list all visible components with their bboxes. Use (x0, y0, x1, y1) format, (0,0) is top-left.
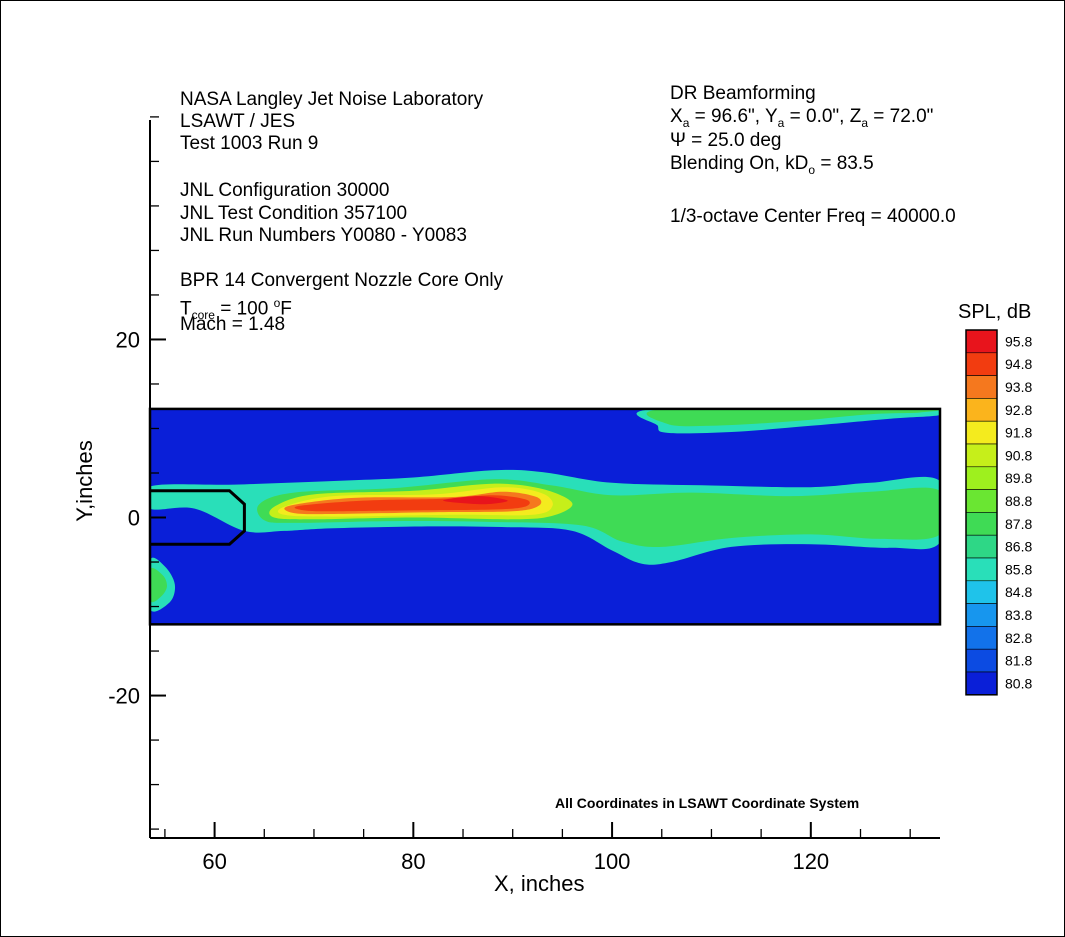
legend-swatch (965, 352, 998, 376)
center-frequency: 1/3-octave Center Freq = 40000.0 (670, 206, 956, 227)
xa-subscript: a (682, 115, 690, 130)
za-symbol: Z (849, 106, 862, 127)
blending-value: = 83.5 (815, 153, 874, 174)
tcore-subscript: core (191, 308, 215, 323)
nozzle-outline (150, 489, 246, 546)
legend-level-label: 92.8 (1005, 402, 1032, 418)
legend-level-label: 81.8 (1005, 653, 1032, 669)
test-run: Test 1003 Run 9 (180, 133, 319, 154)
core-temperature: Tcore = 100 oF (180, 292, 292, 326)
legend-level-label: 80.8 (1005, 675, 1032, 691)
ya-value: = 0.0", (784, 106, 850, 127)
lab-name: NASA Langley Jet Noise Laboratory (180, 89, 484, 110)
ya-symbol: Y (764, 106, 778, 127)
legend-level-label: 90.8 (1005, 447, 1032, 463)
legend-swatch (965, 534, 998, 559)
legend-swatch (965, 489, 998, 513)
legend-border (965, 329, 998, 696)
legend-swatch (965, 580, 998, 604)
tcore-value: = 100 (214, 298, 274, 320)
tcore-degree: o (273, 296, 281, 310)
legend-level-label: 83.8 (1005, 607, 1032, 623)
legend-level-label: 82.8 (1005, 630, 1032, 646)
y-tick-label: 0 (128, 506, 140, 531)
contour-hot-spot (443, 496, 508, 505)
legend-swatch (965, 398, 998, 422)
legend-level-label: 88.8 (1005, 493, 1032, 509)
coordinate-note: All Coordinates in LSAWT Coordinate Syst… (555, 795, 860, 811)
blending-subscript: o (808, 162, 816, 177)
legend-level-label: 84.8 (1005, 584, 1032, 600)
legend-swatch (965, 329, 998, 354)
legend-swatch (965, 648, 998, 673)
legend-swatch (965, 375, 998, 399)
y-tick-label: 20 (116, 327, 140, 352)
facility-name: LSAWT / JES (180, 111, 296, 132)
legend-swatch (965, 603, 998, 627)
za-value: = 72.0" (868, 106, 934, 127)
legend-swatch (965, 557, 998, 582)
legend-title: SPL, dB (958, 301, 1032, 323)
legend-level-label: 89.8 (1005, 470, 1032, 486)
axes: 60 80 100 120 -20 0 20 (108, 116, 940, 874)
legend-level-label: 87.8 (1005, 516, 1032, 532)
x-axis-label: X, inches (494, 871, 585, 896)
tcore-unit: F (280, 298, 292, 320)
x-tick-label: 60 (202, 849, 226, 874)
y-axis-label: Y,inches (71, 440, 97, 522)
contour-upper-right-green (646, 408, 940, 427)
legend-level-label: 94.8 (1005, 356, 1032, 372)
za-subscript: a (861, 115, 869, 130)
blending-info: Blending On, kDo = 83.5 (670, 153, 874, 181)
legend-swatch (965, 466, 998, 490)
mach-number: Mach = 1.48 (180, 314, 286, 335)
legend-swatch (965, 626, 998, 650)
legend-swatch (965, 420, 998, 445)
x-tick-label: 120 (792, 849, 829, 874)
jnl-configuration: JNL Configuration 30000 (180, 180, 390, 201)
legend-swatch (965, 443, 998, 468)
ya-subscript: a (777, 115, 785, 130)
xa-symbol: X (670, 106, 683, 127)
jnl-run-numbers: JNL Run Numbers Y0080 - Y0083 (180, 225, 467, 246)
legend-swatch (965, 512, 998, 536)
legend-level-label: 85.8 (1005, 561, 1032, 577)
blending-text: Blending On, kD (670, 153, 809, 174)
legend-level-label: 86.8 (1005, 539, 1032, 555)
legend: 95.8 94.8 93.8 92.8 91.8 90.8 89.8 88.8 87.8 86.8… (965, 329, 1032, 696)
psi-angle: Ψ = 25.0 deg (670, 130, 782, 151)
nozzle-description: BPR 14 Convergent Nozzle Core Only (180, 270, 504, 291)
jnl-test-condition: JNL Test Condition 357100 (180, 203, 408, 224)
y-tick-label: -20 (108, 684, 140, 709)
x-tick-label: 80 (401, 849, 425, 874)
contour-layer (150, 408, 940, 625)
beamforming-method: DR Beamforming (670, 83, 816, 104)
tcore-symbol: T (180, 298, 192, 320)
x-tick-label: 100 (594, 849, 631, 874)
xa-value: = 96.6", (689, 106, 765, 127)
contour-left-lower-core (150, 567, 167, 603)
legend-level-label: 95.8 (1005, 333, 1032, 349)
legend-level-label: 93.8 (1005, 379, 1032, 395)
array-position: Xa = 96.6", Ya = 0.0", Za = 72.0" (670, 106, 933, 134)
legend-swatch (965, 671, 998, 696)
legend-level-label: 91.8 (1005, 425, 1032, 441)
